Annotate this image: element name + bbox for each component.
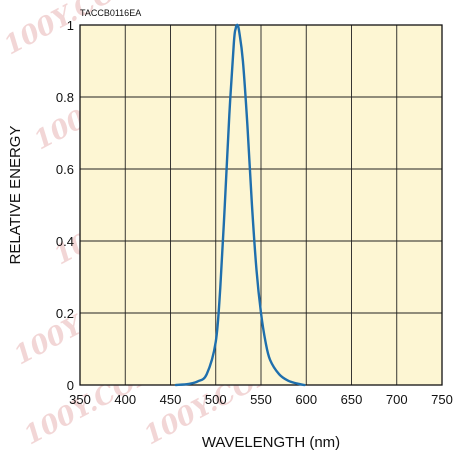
- x-tick-label: 650: [341, 392, 363, 407]
- x-tick-label: 550: [250, 392, 272, 407]
- x-tick-label: 350: [69, 392, 91, 407]
- y-tick-label: 1: [67, 18, 74, 33]
- y-tick-labels: 0 0.2 0.4 0.6 0.8 1: [56, 18, 74, 393]
- grid: [80, 25, 442, 385]
- x-tick-labels: 350 400 450 500 550 600 650 700 750: [69, 392, 453, 407]
- x-tick-label: 400: [114, 392, 136, 407]
- y-tick-label: 0.6: [56, 162, 74, 177]
- figure-code: TACCB0116EA: [80, 8, 141, 18]
- x-tick-label: 750: [431, 392, 453, 407]
- x-tick-label: 500: [205, 392, 227, 407]
- x-tick-label: 600: [295, 392, 317, 407]
- x-axis-label: WAVELENGTH (nm): [202, 434, 340, 451]
- y-tick-label: 0: [67, 378, 74, 393]
- x-tick-label: 700: [386, 392, 408, 407]
- y-tick-label: 0.2: [56, 306, 74, 321]
- y-tick-label: 0.4: [56, 234, 74, 249]
- x-tick-label: 450: [160, 392, 182, 407]
- y-tick-label: 0.8: [56, 90, 74, 105]
- series-line: [174, 23, 306, 387]
- plot-frame: [79, 24, 443, 386]
- y-axis-label: RELATIVE ENERGY: [7, 126, 24, 265]
